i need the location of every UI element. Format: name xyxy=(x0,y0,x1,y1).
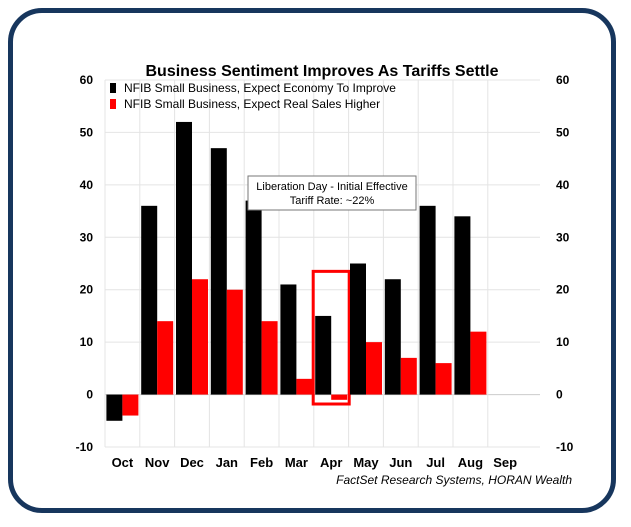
x-tick-label: Feb xyxy=(250,455,273,470)
x-tick-label: Sep xyxy=(493,455,517,470)
bar-economy xyxy=(419,205,436,395)
x-tick-label: Jul xyxy=(426,455,445,470)
y-tick-right: 0 xyxy=(556,388,563,402)
bar-economy xyxy=(350,263,366,395)
y-tick-left: 20 xyxy=(80,283,94,297)
y-tick-left: 50 xyxy=(80,125,94,139)
y-tick-right: 60 xyxy=(556,73,570,87)
y-tick-right: 10 xyxy=(556,335,570,349)
bar-economy xyxy=(210,148,227,395)
bar-sales xyxy=(400,357,417,395)
chart-frame xyxy=(8,8,616,513)
bar-sales xyxy=(296,378,313,395)
y-tick-left: -10 xyxy=(76,440,94,454)
y-tick-left: 30 xyxy=(80,230,94,244)
chart-title: Business Sentiment Improves As Tariffs S… xyxy=(146,63,499,80)
annotation-line2: Tariff Rate: ~22% xyxy=(290,195,375,207)
y-tick-left: 0 xyxy=(86,388,93,402)
y-tick-left: 40 xyxy=(80,178,94,192)
y-tick-right: 50 xyxy=(556,125,570,139)
x-tick-label: Apr xyxy=(320,455,342,470)
x-tick-label: Nov xyxy=(145,455,170,470)
x-tick-label: Jun xyxy=(389,455,412,470)
bar-sales xyxy=(261,321,278,395)
x-tick-label: Mar xyxy=(285,455,308,470)
annotation-box xyxy=(247,175,417,211)
bar-sales xyxy=(331,394,348,400)
y-tick-left: 60 xyxy=(80,73,94,87)
source-note: FactSet Research Systems, HORAN Wealth xyxy=(336,473,572,487)
y-tick-right: -10 xyxy=(556,440,574,454)
x-tick-label: Oct xyxy=(112,455,134,470)
y-tick-left: 10 xyxy=(80,335,94,349)
bar-economy xyxy=(176,121,192,395)
bar-economy xyxy=(245,200,262,395)
bar-sales xyxy=(226,289,243,395)
y-tick-right: 20 xyxy=(556,283,570,297)
bar-sales xyxy=(192,279,208,395)
x-tick-label: May xyxy=(353,455,379,470)
y-tick-right: 40 xyxy=(556,178,570,192)
y-tick-right: 30 xyxy=(556,230,570,244)
legend-swatch-sales xyxy=(110,99,116,109)
x-tick-label: Dec xyxy=(180,455,204,470)
bar-sales xyxy=(157,321,174,395)
bar-economy xyxy=(315,315,332,395)
legend-label-sales: NFIB Small Business, Expect Real Sales H… xyxy=(124,97,380,111)
bar-economy xyxy=(106,394,123,421)
x-tick-label: Aug xyxy=(458,455,483,470)
legend-swatch-economy xyxy=(110,83,116,93)
bar-economy xyxy=(454,216,471,395)
bar-economy xyxy=(384,279,401,395)
x-tick-label: Jan xyxy=(216,455,238,470)
bar-sales xyxy=(470,331,487,395)
bar-sales xyxy=(435,363,452,395)
bar-economy xyxy=(280,284,297,395)
highlight-box xyxy=(311,269,351,406)
annotation-line1: Liberation Day - Initial Effective xyxy=(256,181,407,193)
bar-economy xyxy=(141,205,158,395)
bar-sales xyxy=(366,342,382,395)
legend-label-economy: NFIB Small Business, Expect Economy To I… xyxy=(124,81,396,95)
bar-sales xyxy=(122,394,139,416)
